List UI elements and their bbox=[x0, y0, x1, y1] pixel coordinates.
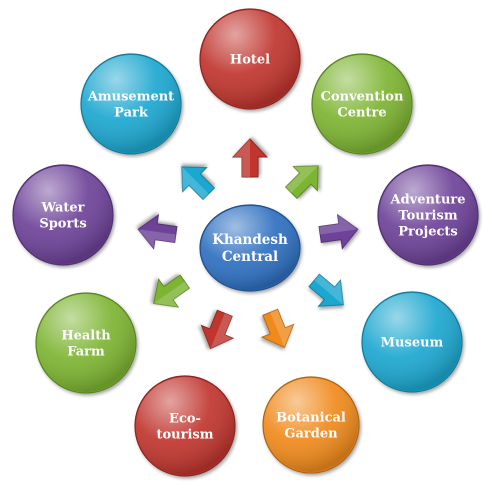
green-arrow-icon bbox=[153, 274, 191, 308]
center-node: Khandesh Central bbox=[199, 204, 301, 292]
node-label-health-farm: Health Farm bbox=[61, 329, 111, 360]
node-label-water-sports-line: Sports bbox=[39, 217, 86, 232]
node-label-botanical-garden-line: Garden bbox=[284, 427, 338, 442]
node-botanical-garden: Botanical Garden bbox=[262, 376, 360, 474]
node-label-eco-tourism-line: tourism bbox=[157, 428, 214, 443]
red-arrow-icon bbox=[231, 138, 269, 178]
node-hotel: Hotel bbox=[199, 8, 301, 110]
purple-arrow-icon bbox=[318, 213, 359, 250]
node-label-convention-centre-line: Centre bbox=[337, 106, 386, 121]
node-label-amusement-park: Amusement Park bbox=[87, 90, 174, 121]
node-label-hotel: Hotel bbox=[230, 53, 270, 68]
node-gloss bbox=[379, 166, 477, 264]
node-gloss bbox=[201, 10, 299, 108]
purple-arrow-icon bbox=[137, 213, 178, 250]
node-label-water-sports: Water Sports bbox=[39, 201, 86, 232]
cyan-arrow-icon bbox=[308, 273, 344, 307]
node-gloss bbox=[363, 293, 461, 391]
node-gloss bbox=[14, 166, 112, 264]
node-label-adventure-tourism-projects-line: Projects bbox=[398, 225, 458, 240]
node-water-sports: Water Sports bbox=[12, 164, 114, 266]
node-label-amusement-park-line: Park bbox=[114, 106, 149, 121]
node-gloss bbox=[264, 378, 358, 472]
center-label: Khandesh Central bbox=[212, 232, 288, 265]
green-arrow-icon bbox=[284, 165, 319, 200]
node-label-health-farm-line: Health bbox=[61, 329, 111, 344]
node-convention-centre: Convention Centre bbox=[311, 53, 413, 155]
cyan-arrow-icon bbox=[181, 166, 216, 201]
node-adventure-tourism-projects: Adventure Tourism Projects bbox=[377, 164, 479, 266]
node-label-amusement-park-line: Amusement bbox=[87, 90, 174, 105]
nodes-layer: Hotel Convention Centre Adventure Tourism Pro… bbox=[12, 8, 479, 477]
node-label-botanical-garden: Botanical Garden bbox=[276, 411, 346, 442]
node-label-convention-centre: Convention Centre bbox=[321, 90, 404, 121]
node-label-eco-tourism-line: Eco- bbox=[169, 412, 201, 427]
node-label-hotel-line: Hotel bbox=[230, 53, 270, 68]
node-label-botanical-garden-line: Botanical bbox=[276, 411, 346, 426]
arrows-layer bbox=[137, 138, 359, 350]
node-amusement-park: Amusement Park bbox=[80, 53, 182, 155]
center-gloss bbox=[201, 206, 299, 290]
node-museum: Museum bbox=[361, 291, 463, 393]
node-label-museum-line: Museum bbox=[381, 336, 444, 351]
red-arrow-icon bbox=[200, 309, 235, 350]
node-label-adventure-tourism-projects-line: Tourism bbox=[398, 209, 457, 224]
node-label-health-farm-line: Farm bbox=[67, 345, 105, 360]
node-health-farm: Health Farm bbox=[35, 292, 137, 394]
center-label-line: Central bbox=[222, 249, 278, 265]
node-label-water-sports-line: Water bbox=[40, 201, 84, 216]
node-label-museum: Museum bbox=[381, 336, 444, 351]
node-gloss bbox=[37, 294, 135, 392]
node-label-convention-centre-line: Convention bbox=[321, 90, 404, 105]
node-gloss bbox=[313, 55, 411, 153]
node-label-adventure-tourism-projects: Adventure Tourism Projects bbox=[389, 193, 465, 240]
orange-arrow-icon bbox=[260, 308, 295, 349]
node-gloss bbox=[82, 55, 180, 153]
node-label-adventure-tourism-projects-line: Adventure bbox=[389, 193, 465, 208]
node-label-eco-tourism: Eco-tourism bbox=[157, 412, 214, 443]
center-label-line: Khandesh bbox=[212, 232, 288, 248]
node-gloss bbox=[136, 377, 234, 475]
center-layer: Khandesh Central bbox=[199, 204, 301, 292]
node-eco-tourism: Eco-tourism bbox=[134, 375, 236, 477]
